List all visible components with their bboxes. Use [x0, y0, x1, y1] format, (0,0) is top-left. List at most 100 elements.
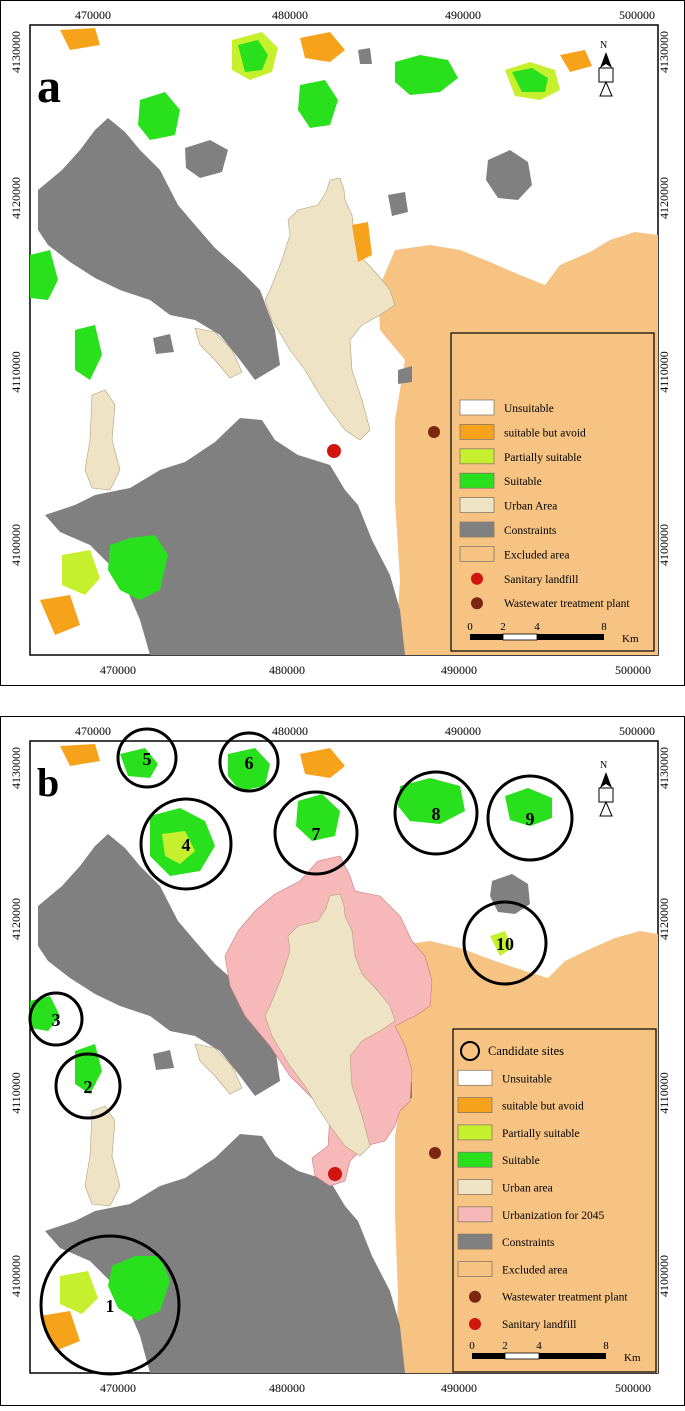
legend-label: Constraints — [504, 525, 557, 537]
x-tick-label: 480000 — [269, 663, 305, 677]
legend-swatch — [459, 497, 495, 514]
x-axis-bottom: 470000 480000 490000 500000 — [100, 663, 651, 677]
candidate-site-circle — [218, 731, 280, 793]
suitable-patch — [30, 996, 60, 1031]
candidate-site: 2 — [54, 1052, 122, 1120]
wwtp-marker — [428, 426, 440, 438]
legend-item: Partially suitable — [459, 448, 582, 465]
legend-swatch — [457, 1097, 493, 1114]
svg-text:4: 4 — [534, 621, 540, 633]
constraint-blob — [185, 140, 228, 178]
legend-marker — [469, 1318, 481, 1330]
x-tick-label: 480000 — [272, 8, 308, 22]
svg-text:N: N — [600, 40, 607, 51]
svg-text:8: 8 — [603, 1340, 609, 1352]
legend-label: Urbanization for 2045 — [502, 1210, 604, 1222]
constraint-blob — [398, 366, 412, 384]
x-tick-label: 500000 — [619, 724, 655, 738]
x-tick-label: 500000 — [619, 8, 655, 22]
suitable-patch — [60, 1271, 98, 1314]
svg-text:Km: Km — [624, 1352, 641, 1364]
x-tick-label: 480000 — [272, 724, 308, 738]
legend-swatch — [457, 1151, 493, 1168]
y-tick-label: 4100000 — [657, 1255, 671, 1297]
legend-swatch — [459, 472, 495, 489]
legend-marker — [460, 1041, 480, 1061]
suitable-patch — [298, 80, 338, 128]
sanitary-landfill-marker — [328, 1167, 342, 1181]
legend-item: Suitable — [459, 472, 542, 489]
legend-label: suitable but avoid — [504, 427, 586, 439]
legend-label: Partially suitable — [504, 452, 582, 464]
avoid-patch — [60, 28, 100, 50]
suitable-patch — [30, 250, 58, 300]
legend-label: Unsuitable — [502, 1073, 552, 1085]
legend-b: Candidate sites Unsuitable suitable but av… — [452, 1028, 657, 1373]
svg-text:4: 4 — [536, 1340, 542, 1352]
map-b-svg: 1 2 3 4 5 6 7 8 9 10 b N 470000 480000 490000 500… — [0, 716, 685, 1406]
legend-label: Excluded area — [502, 1264, 567, 1276]
legend-swatch — [459, 423, 495, 440]
legend-item: Constraints — [457, 1233, 555, 1250]
legend-a: Unsuitable suitable but avoid Partially su… — [450, 332, 655, 652]
legend-swatch — [457, 1233, 493, 1250]
candidate-site-label: 1 — [106, 1296, 115, 1316]
svg-text:2: 2 — [500, 621, 506, 633]
avoid-patch — [60, 744, 100, 766]
legend-marker — [471, 572, 483, 585]
suitable-patch — [398, 778, 465, 824]
suitable-patch — [138, 92, 180, 140]
y-axis-right: 4100000 4110000 4120000 4130000 — [657, 31, 671, 566]
legend-label: Excluded area — [504, 549, 569, 561]
avoid-patch — [300, 748, 345, 778]
suitable-patch — [120, 748, 158, 778]
svg-text:0: 0 — [469, 1340, 475, 1352]
constraint-area-west — [38, 834, 280, 1096]
legend-swatch — [459, 546, 495, 562]
x-tick-label: 470000 — [100, 663, 136, 677]
legend-label: Urban Area — [504, 501, 557, 513]
suitable-patch — [75, 1044, 102, 1094]
urban-area — [84, 389, 121, 491]
y-axis-left: 4100000 4110000 4120000 4130000 — [9, 747, 23, 1297]
y-tick-label: 4130000 — [657, 31, 671, 73]
legend-item: Partially suitable — [457, 1124, 580, 1141]
x-tick-label: 490000 — [441, 663, 477, 677]
x-tick-label: 500000 — [615, 663, 651, 677]
y-tick-label: 4120000 — [9, 177, 23, 219]
x-axis-bottom: 470000 480000 490000 500000 — [100, 1381, 651, 1395]
candidate-site-label: 2 — [84, 1077, 93, 1097]
svg-text:8: 8 — [601, 621, 607, 633]
legend-item: Candidate sites — [460, 1041, 564, 1061]
svg-text:Km: Km — [622, 633, 639, 645]
candidate-site-label: 10 — [496, 934, 514, 954]
legend-marker — [471, 597, 483, 610]
x-tick-label: 470000 — [75, 724, 111, 738]
y-tick-label: 4110000 — [657, 1072, 671, 1114]
suitable-patch — [62, 550, 100, 595]
x-tick-label: 490000 — [445, 8, 481, 22]
urban-area — [84, 1105, 121, 1207]
x-axis-top: 470000 480000 490000 500000 — [75, 8, 655, 22]
candidate-site-label: 5 — [143, 749, 152, 769]
constraint-blob — [486, 150, 532, 200]
panel-label: b — [37, 760, 59, 805]
legend-item: Excluded area — [457, 1261, 567, 1277]
x-tick-label: 490000 — [441, 1381, 477, 1395]
constraint-blob — [358, 48, 372, 64]
candidate-site: 6 — [218, 731, 280, 793]
y-tick-label: 4130000 — [657, 747, 671, 789]
legend-swatch — [457, 1124, 493, 1141]
suitable-patch — [162, 831, 195, 864]
candidate-site-circle — [116, 727, 178, 789]
candidate-site-label: 9 — [526, 809, 535, 829]
constraint-blob — [153, 1050, 174, 1070]
map-a-svg: a N 470000 480000 490000 500000 470000 4… — [0, 0, 685, 686]
candidate-site-circle — [486, 774, 574, 862]
legend-label: Wastewater treatment plant — [502, 1292, 628, 1304]
legend-item: Sanitary landfill — [471, 572, 578, 586]
panel-label: a — [37, 60, 61, 113]
legend-label: Constraints — [502, 1237, 555, 1249]
suitable-patch — [512, 68, 548, 92]
x-tick-label: 470000 — [75, 8, 111, 22]
